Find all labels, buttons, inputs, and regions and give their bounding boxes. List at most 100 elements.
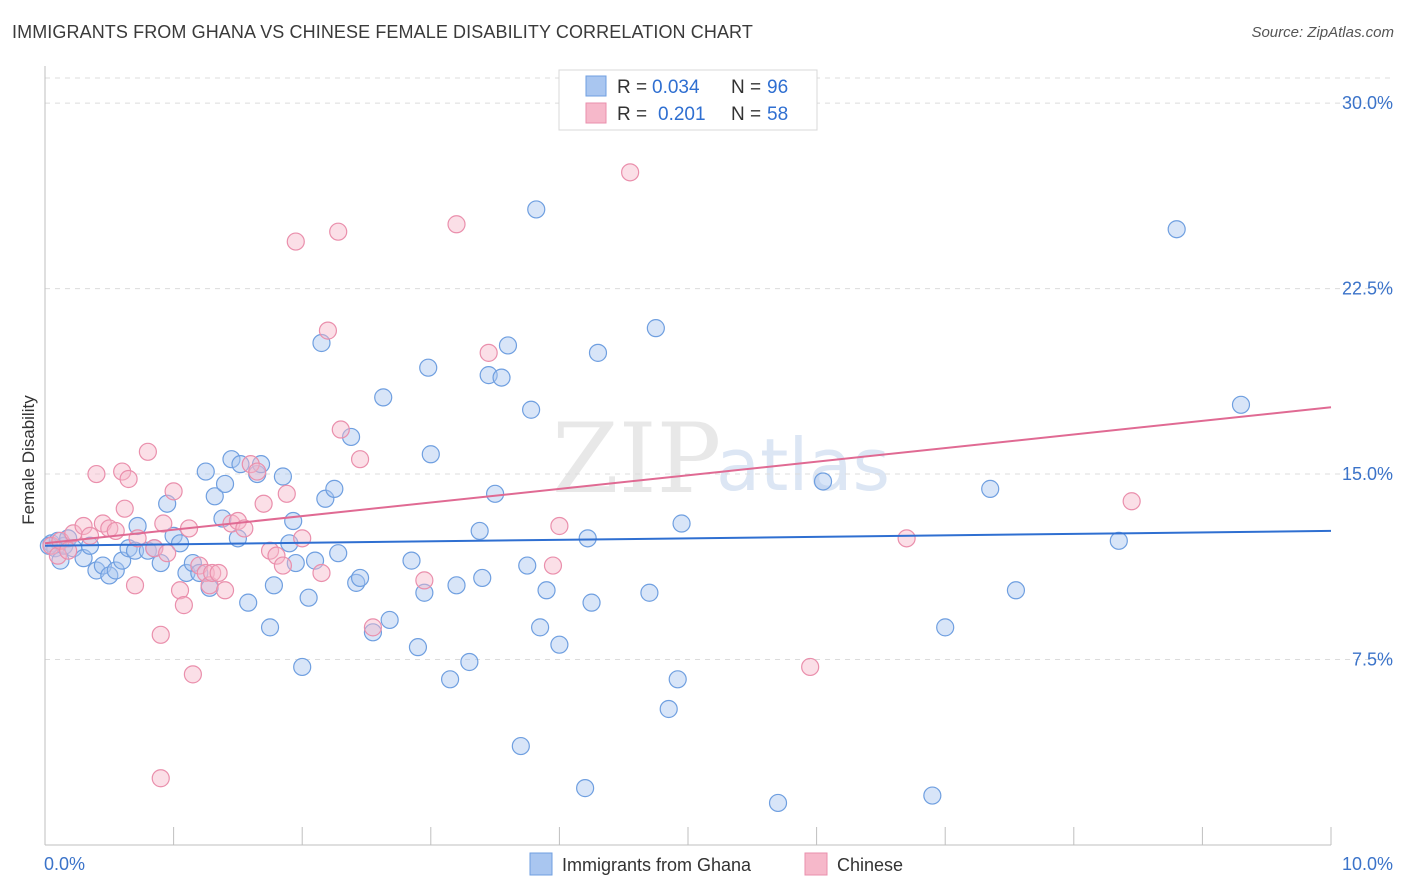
data-point bbox=[273, 467, 293, 486]
data-point bbox=[284, 511, 303, 531]
data-point bbox=[151, 769, 170, 788]
data-point bbox=[286, 232, 305, 251]
data-point bbox=[170, 581, 190, 600]
data-point bbox=[813, 472, 833, 491]
data-point bbox=[672, 514, 691, 533]
data-point bbox=[316, 489, 335, 508]
data-point bbox=[203, 563, 222, 583]
data-point bbox=[527, 200, 546, 219]
legend-swatch-chinese bbox=[585, 102, 607, 124]
y-tick-label: 30.0% bbox=[1342, 93, 1393, 113]
data-point bbox=[531, 618, 550, 637]
data-point bbox=[621, 163, 640, 182]
data-point bbox=[402, 551, 421, 570]
data-point bbox=[125, 576, 145, 595]
data-point bbox=[479, 343, 498, 362]
x-tick-label-start: 0.0% bbox=[44, 854, 85, 874]
legend-n-value-chinese: 58 bbox=[767, 104, 788, 125]
data-point bbox=[248, 462, 267, 481]
data-point bbox=[205, 487, 224, 506]
data-point bbox=[293, 529, 312, 548]
data-point bbox=[363, 623, 383, 642]
y-tick-label: 7.5% bbox=[1352, 650, 1393, 670]
data-point bbox=[329, 222, 348, 241]
data-point bbox=[341, 427, 361, 447]
data-point bbox=[470, 521, 489, 541]
axes bbox=[44, 66, 1332, 846]
data-point bbox=[196, 462, 215, 481]
data-point bbox=[1122, 492, 1141, 511]
data-point bbox=[511, 736, 530, 756]
legend-r-value-ghana: 0.034 bbox=[652, 77, 700, 98]
data-point bbox=[138, 442, 157, 461]
data-point bbox=[537, 581, 556, 600]
data-point bbox=[154, 514, 173, 533]
bottom-legend: Immigrants from Ghana Chinese bbox=[529, 852, 903, 876]
data-point bbox=[80, 526, 100, 545]
data-point bbox=[923, 786, 942, 805]
data-point bbox=[48, 546, 67, 565]
data-point bbox=[273, 556, 293, 575]
data-point bbox=[486, 484, 505, 503]
data-point bbox=[213, 509, 232, 528]
data-point bbox=[215, 581, 235, 600]
data-point bbox=[447, 215, 466, 234]
data-point bbox=[576, 779, 595, 798]
data-point bbox=[550, 516, 569, 536]
y-tick-labels: 7.5% 15.0% 22.5% 30.0% bbox=[1342, 93, 1393, 669]
data-point bbox=[222, 450, 241, 469]
trend-layer bbox=[44, 406, 1332, 547]
data-point bbox=[231, 455, 250, 474]
data-point bbox=[209, 563, 228, 583]
data-point bbox=[1006, 581, 1026, 600]
data-point bbox=[350, 450, 370, 469]
bottom-legend-label-chinese: Chinese bbox=[837, 855, 903, 875]
data-point bbox=[522, 400, 541, 419]
source-credit: Source: ZipAtlas.com bbox=[1251, 24, 1394, 41]
bottom-legend-swatch-chinese bbox=[804, 852, 828, 876]
y-tick-label: 22.5% bbox=[1342, 279, 1393, 299]
legend-swatch-ghana bbox=[585, 75, 607, 97]
data-point bbox=[190, 563, 209, 583]
data-point bbox=[460, 652, 479, 672]
data-point bbox=[492, 368, 511, 387]
data-point bbox=[235, 519, 254, 538]
data-point bbox=[1231, 395, 1251, 414]
bottom-legend-label-ghana: Immigrants from Ghana bbox=[562, 855, 752, 875]
data-point bbox=[106, 561, 125, 580]
trend-line-chinese bbox=[44, 406, 1332, 545]
data-point bbox=[241, 455, 260, 474]
data-point bbox=[421, 445, 440, 464]
watermark-atlas: atlas bbox=[716, 423, 890, 507]
y-tick-label: 15.0% bbox=[1342, 464, 1393, 484]
data-point bbox=[164, 482, 183, 501]
data-point bbox=[350, 568, 370, 588]
data-point bbox=[415, 583, 434, 602]
bottom-legend-swatch-ghana bbox=[529, 852, 553, 876]
data-point bbox=[183, 665, 202, 684]
data-point bbox=[264, 576, 284, 595]
data-point bbox=[318, 321, 338, 340]
data-point bbox=[550, 635, 569, 654]
data-point bbox=[640, 583, 659, 602]
data-point bbox=[325, 479, 344, 498]
data-point bbox=[415, 571, 434, 590]
watermark-zip: ZIP bbox=[552, 403, 721, 515]
data-point bbox=[419, 358, 438, 377]
legend-r-label-ghana: R = bbox=[617, 77, 647, 98]
data-point bbox=[312, 563, 331, 583]
data-point bbox=[582, 593, 601, 612]
data-point bbox=[119, 469, 138, 489]
legend-r-label-chinese: R = bbox=[617, 104, 647, 125]
data-point bbox=[267, 546, 286, 565]
data-point bbox=[659, 699, 678, 719]
data-point bbox=[646, 319, 665, 338]
data-point bbox=[329, 544, 348, 563]
watermark: ZIP atlas bbox=[552, 403, 890, 515]
data-point bbox=[1167, 220, 1186, 239]
trend-line-ghana bbox=[44, 529, 1332, 547]
data-point bbox=[254, 494, 273, 513]
data-point bbox=[87, 464, 106, 484]
data-point bbox=[1109, 531, 1128, 550]
